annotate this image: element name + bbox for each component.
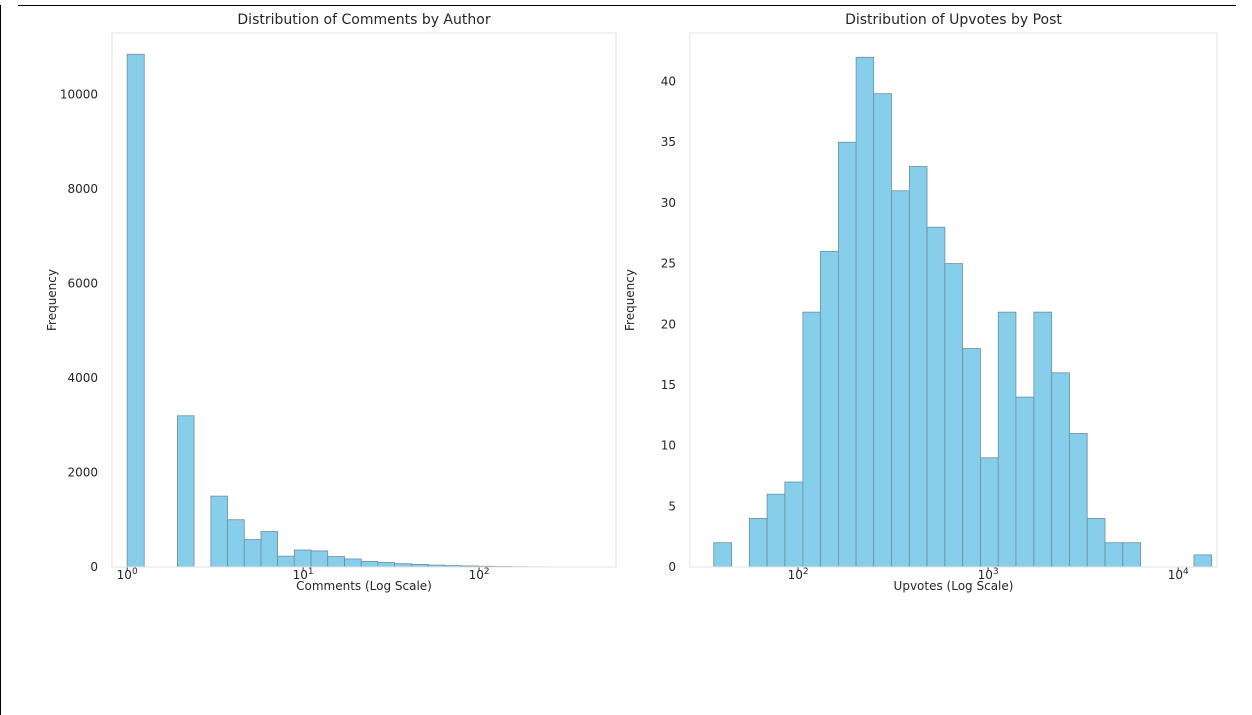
comments-x-tick-label: 102 [469, 567, 490, 582]
upvotes-bar-5 [802, 311, 821, 568]
comments-bar-0 [126, 53, 145, 568]
comments-bar-3 [177, 415, 195, 568]
upvotes-y-tick-label: 20 [661, 317, 676, 331]
comments-plot-frame [111, 32, 617, 568]
comments-bar-6 [227, 519, 245, 568]
comments-bar-11 [310, 550, 329, 568]
upvotes-bar-16 [997, 311, 1017, 568]
upvotes-bar-12 [926, 226, 946, 568]
upvotes-y-tick-label: 35 [661, 135, 676, 149]
upvotes-x-tick-label: 103 [978, 567, 999, 582]
upvotes-y-ticks: 0 5 10 15 20 25 30 35 40 [661, 75, 676, 574]
comments-y-tick-label: 8000 [67, 182, 98, 196]
upvotes-bar-4 [784, 481, 804, 568]
comments-y-tick-label: 4000 [67, 371, 98, 385]
comments-bar-13 [344, 558, 362, 568]
upvotes-x-ticks: 102 103 104 [788, 567, 1189, 582]
upvotes-y-tick-label: 15 [661, 378, 676, 392]
upvotes-plot-frame [689, 32, 1218, 568]
upvotes-y-tick-label: 30 [661, 196, 676, 210]
upvotes-bar-14 [962, 348, 981, 568]
upvotes-chart-title: Distribution of Upvotes by Post [845, 12, 1062, 28]
upvotes-bar-0 [713, 542, 733, 568]
upvotes-bar-7 [838, 141, 857, 568]
upvotes-bar-10 [891, 190, 910, 568]
comments-y-ticks: 0 2000 4000 6000 8000 10000 [60, 87, 98, 574]
comments-x-tick-label: 101 [293, 567, 314, 582]
comments-bar-7 [243, 539, 262, 568]
comments-y-axis-label: Frequency [45, 269, 59, 331]
upvotes-bar-22 [1104, 542, 1124, 568]
upvotes-bar-8 [855, 56, 875, 568]
upvotes-bar-11 [908, 166, 928, 568]
comments-bar-12 [327, 556, 345, 568]
upvotes-y-tick-label: 10 [661, 439, 676, 453]
comments-bars [126, 53, 613, 568]
upvotes-x-tick-label: 104 [1168, 567, 1189, 582]
comments-bar-15 [377, 562, 395, 568]
upvotes-bar-18 [1033, 311, 1053, 568]
upvotes-bar-15 [980, 457, 999, 568]
upvotes-histogram-panel: Distribution of Upvotes by Post Upvotes … [623, 12, 1218, 593]
upvotes-bar-9 [873, 93, 892, 568]
upvotes-y-tick-label: 5 [668, 499, 676, 513]
upvotes-bar-6 [819, 251, 839, 568]
comments-bar-8 [260, 531, 278, 568]
comments-bar-10 [293, 549, 312, 568]
comments-x-tick-label: 100 [117, 567, 138, 582]
comments-y-tick-label: 0 [90, 560, 98, 574]
upvotes-bar-21 [1086, 518, 1106, 568]
upvotes-y-tick-label: 25 [661, 257, 676, 271]
comments-x-ticks: 100 101 102 [117, 567, 490, 582]
upvotes-y-axis-label: Frequency [623, 269, 637, 331]
comments-bar-5 [210, 495, 228, 568]
upvotes-y-tick-label: 0 [668, 560, 676, 574]
comments-chart-title: Distribution of Comments by Author [237, 12, 490, 28]
comments-y-tick-label: 10000 [60, 87, 98, 101]
comments-histogram-panel: Distribution of Comments by Author Comme… [45, 12, 617, 593]
upvotes-bar-27 [1193, 554, 1213, 568]
upvotes-bars [713, 56, 1213, 568]
upvotes-bar-17 [1015, 396, 1035, 568]
upvotes-x-axis-label: Upvotes (Log Scale) [894, 579, 1014, 593]
upvotes-bar-20 [1069, 433, 1088, 568]
upvotes-bar-19 [1051, 372, 1070, 568]
upvotes-y-tick-label: 40 [661, 75, 676, 89]
upvotes-bar-2 [748, 518, 768, 568]
comments-y-tick-label: 2000 [67, 465, 98, 479]
comments-y-tick-label: 6000 [67, 276, 98, 290]
comments-bar-9 [277, 555, 295, 568]
upvotes-x-tick-label: 102 [788, 567, 809, 582]
comments-x-axis-label: Comments (Log Scale) [296, 579, 432, 593]
upvotes-bar-13 [944, 263, 964, 568]
comments-bar-14 [360, 560, 379, 568]
upvotes-bar-3 [766, 493, 786, 568]
upvotes-bar-23 [1122, 542, 1141, 568]
